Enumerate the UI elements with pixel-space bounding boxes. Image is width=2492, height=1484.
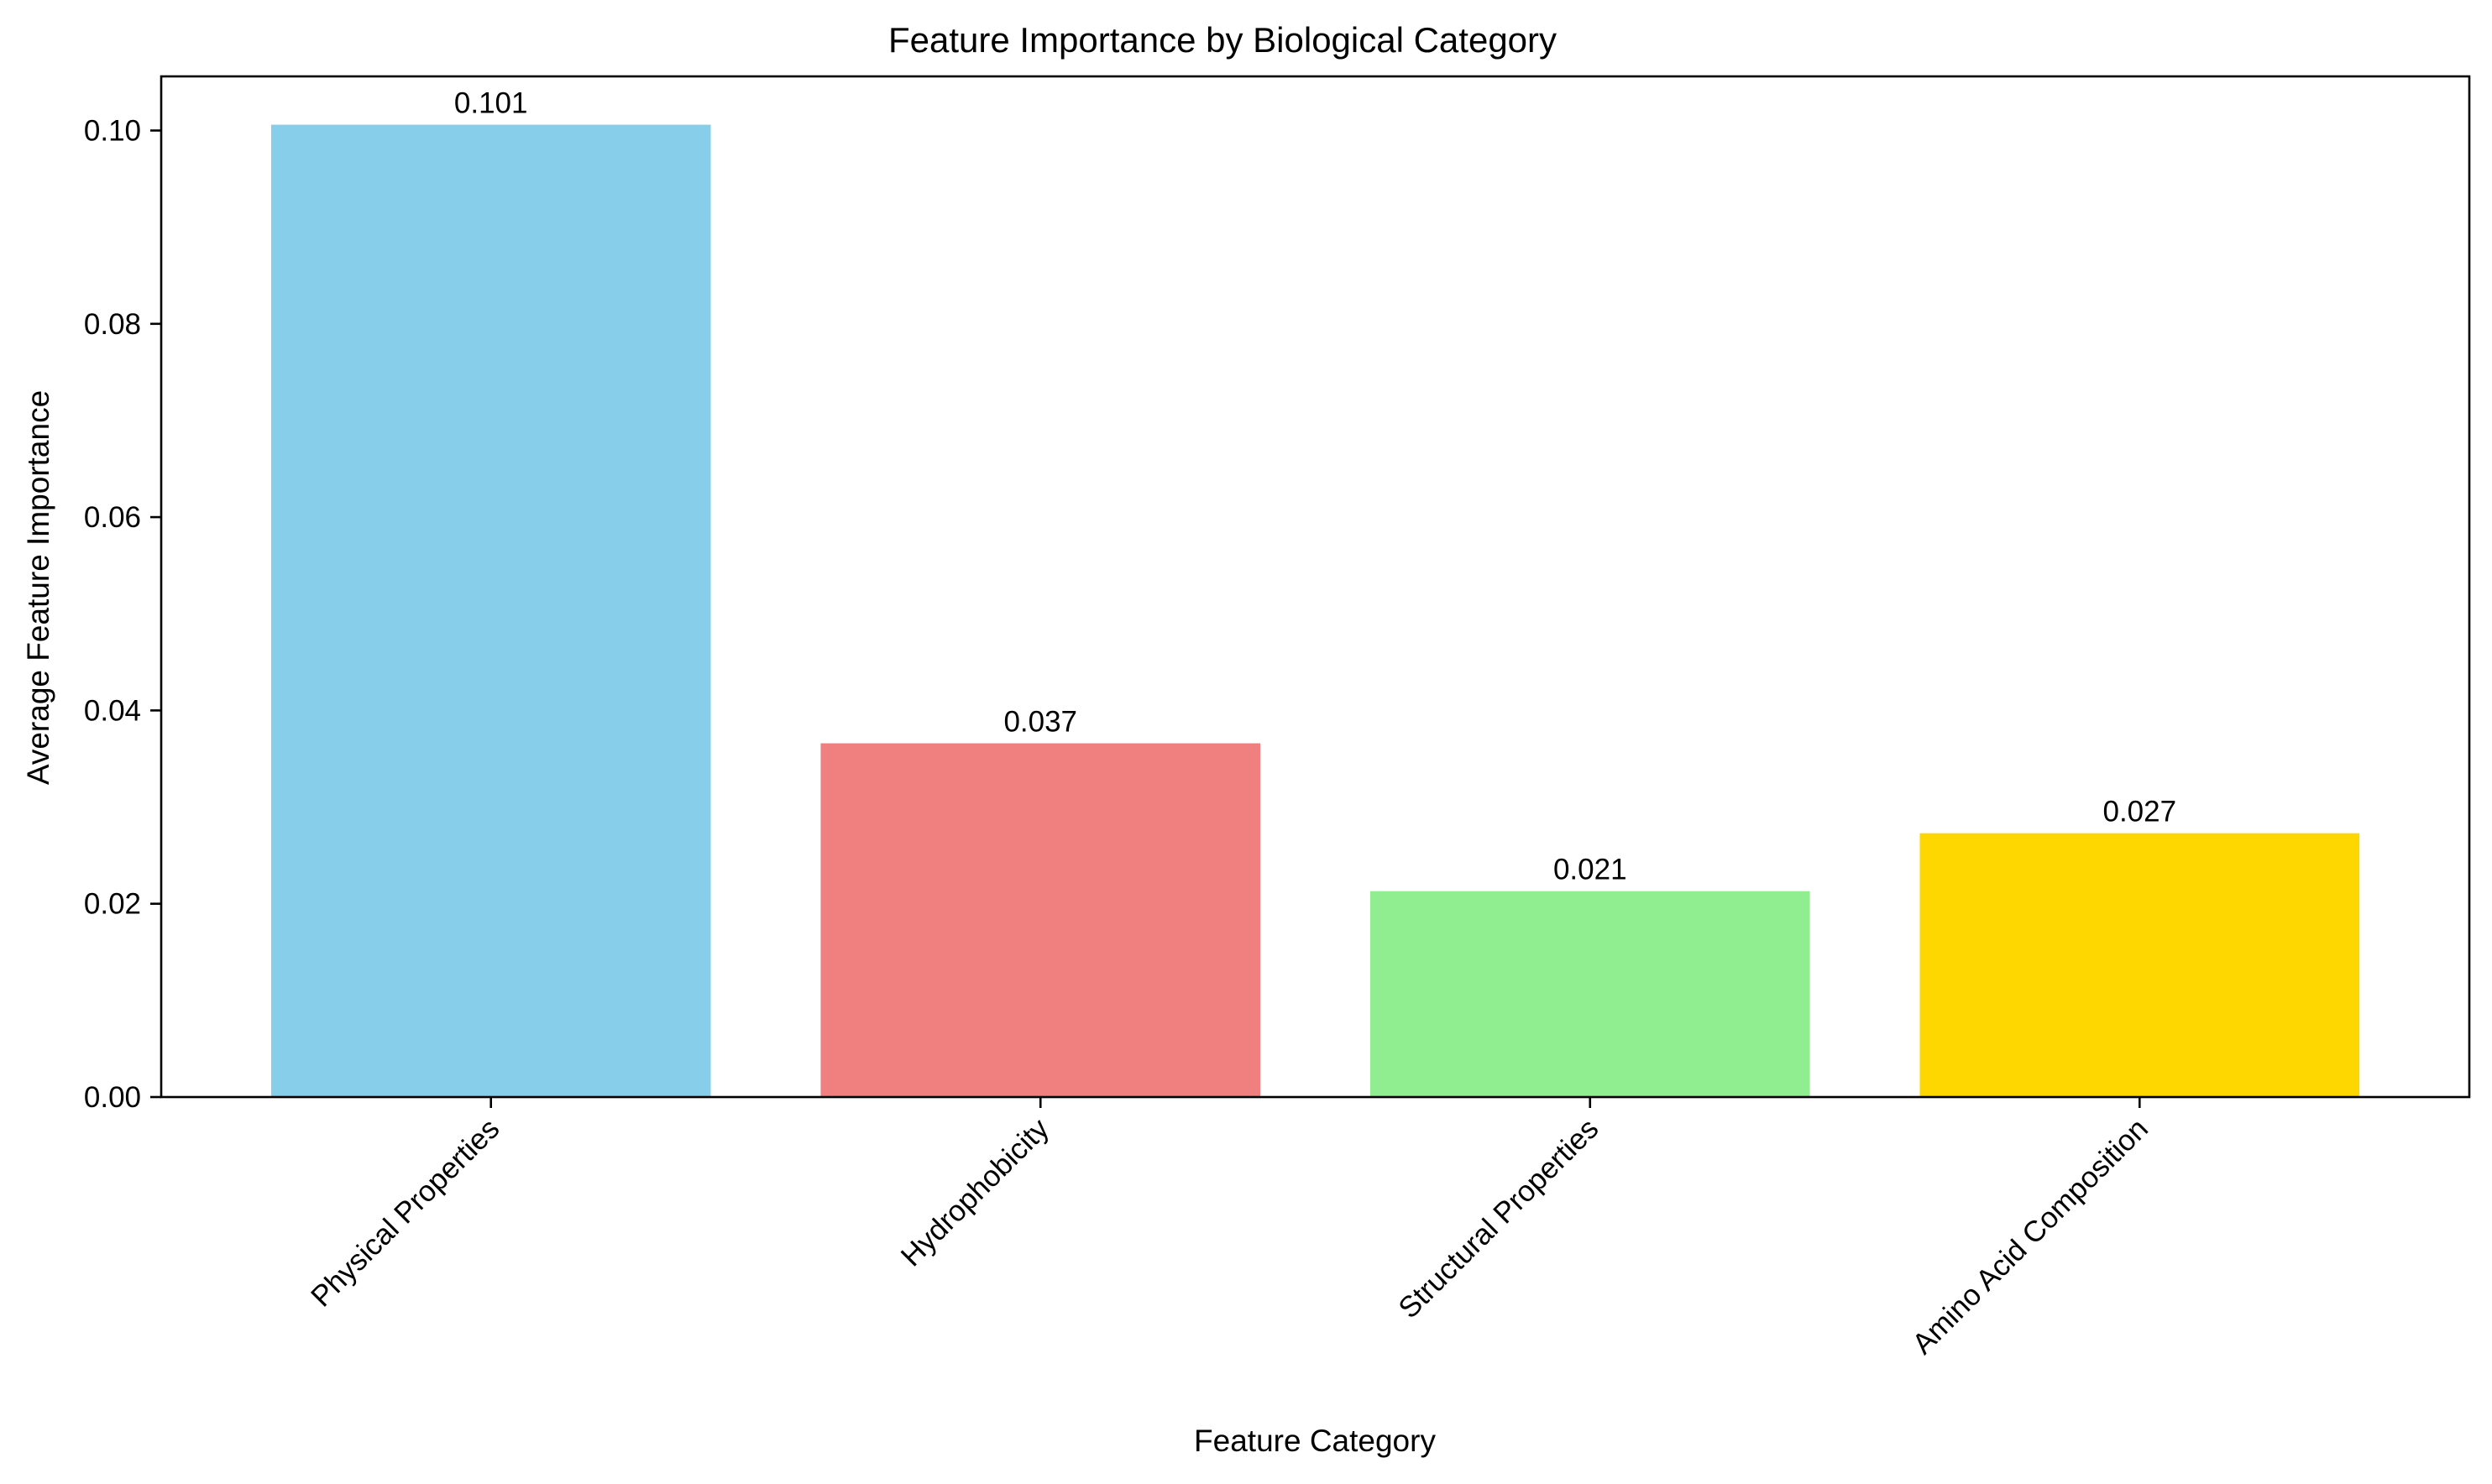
y-tick-label-4: 0.08 (84, 308, 141, 341)
y-tick-label-1: 0.02 (84, 888, 141, 921)
bar-0 (270, 124, 711, 1097)
axes-frame (160, 75, 2471, 1099)
y-tick-label-3: 0.06 (84, 501, 141, 534)
y-axis: 0.00 0.02 0.04 0.06 0.08 0.10 (84, 114, 161, 1114)
y-axis-label: Average Feature Importance (21, 390, 55, 785)
data-labels: 0.101 0.037 0.021 0.027 (454, 87, 2176, 886)
data-label-1: 0.037 (1003, 706, 1077, 739)
x-axis-label: Feature Category (1194, 1424, 1436, 1458)
bars (270, 124, 2360, 1097)
y-tick-label-5: 0.10 (84, 114, 141, 147)
y-tick-label-2: 0.04 (84, 694, 141, 727)
data-label-3: 0.027 (2102, 796, 2176, 828)
bar-3 (1919, 833, 2360, 1097)
data-label-2: 0.021 (1553, 854, 1627, 886)
data-label-0: 0.101 (454, 87, 528, 120)
y-tick-label-0: 0.00 (84, 1081, 141, 1114)
bar-2 (1369, 891, 1810, 1097)
bar-1 (820, 743, 1261, 1097)
chart-title: Feature Importance by Biological Categor… (888, 20, 1557, 60)
